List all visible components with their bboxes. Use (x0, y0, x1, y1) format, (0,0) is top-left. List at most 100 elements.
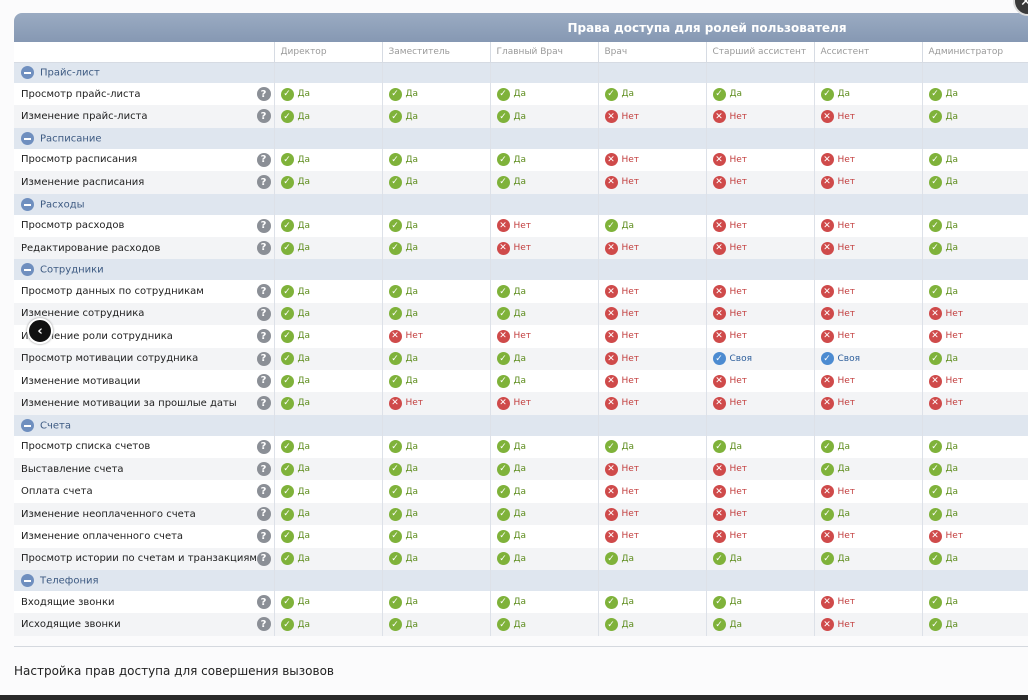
permission-value-cell[interactable]: ✓ Да (273, 435, 382, 459)
permission-toggle[interactable]: ✕ Нет (496, 396, 531, 410)
permission-value-cell[interactable]: ✓ Своя (705, 347, 814, 370)
permission-value-cell[interactable]: ✓ Да (273, 591, 382, 614)
permission-toggle[interactable]: ✕ Нет (820, 329, 855, 343)
question-icon[interactable]: ? (256, 396, 271, 411)
group-cell[interactable]: Расписание (14, 127, 274, 149)
permission-toggle[interactable]: ✓ Да (388, 507, 418, 521)
permission-value-cell[interactable]: ✕ Нет (705, 302, 814, 326)
permission-value-cell[interactable]: ✓ Да (489, 171, 598, 194)
group-cell[interactable]: Расходы (14, 193, 274, 215)
permission-toggle[interactable]: ✓ Да (388, 153, 418, 167)
permission-toggle[interactable]: ✓ Да (604, 440, 634, 454)
permission-value-cell[interactable]: ✓ Да (273, 83, 382, 106)
permission-toggle[interactable]: ✓ Да (604, 618, 634, 632)
permission-value-cell[interactable]: ✓ Да (921, 148, 1028, 172)
permission-value-cell[interactable]: ✓ Да (489, 480, 598, 503)
permission-toggle[interactable]: ✓ Да (388, 307, 418, 321)
permission-value-cell[interactable]: ✓ Да (813, 458, 922, 481)
chevron-left-icon[interactable]: ‹ (27, 318, 53, 344)
permission-value-cell[interactable]: ✓ Да (273, 547, 382, 571)
permission-toggle[interactable]: ✓ Да (496, 618, 526, 632)
permission-value-cell[interactable]: ✕ Нет (705, 480, 814, 503)
permission-toggle[interactable]: ✕ Нет (712, 110, 747, 124)
permission-toggle[interactable]: ✓ Да (280, 485, 310, 499)
permission-toggle[interactable]: ✓ Да (280, 440, 310, 454)
permission-value-cell[interactable]: ✕ Нет (705, 171, 814, 194)
permission-value-cell[interactable]: ✓ Да (381, 280, 490, 303)
permission-toggle[interactable]: ✕ Нет (928, 307, 963, 321)
permission-value-cell[interactable]: ✕ Нет (705, 392, 814, 415)
permission-value-cell[interactable]: ✓ Да (381, 480, 490, 503)
permission-value-cell[interactable]: ✕ Нет (597, 458, 706, 481)
permission-toggle[interactable]: ✕ Нет (604, 110, 639, 124)
permission-toggle[interactable]: ✕ Нет (928, 529, 963, 543)
permission-value-cell[interactable]: ✕ Нет (705, 325, 814, 348)
permission-toggle[interactable]: ✓ Да (388, 529, 418, 543)
permission-value-cell[interactable]: ✓ Да (921, 236, 1028, 260)
permission-toggle[interactable]: ✓ Да (280, 595, 310, 609)
permission-value-cell[interactable]: ✓ Да (921, 214, 1028, 237)
permission-toggle[interactable]: ✕ Нет (604, 529, 639, 543)
permission-value-cell[interactable]: ✕ Нет (813, 325, 922, 348)
question-icon[interactable]: ? (256, 506, 271, 521)
permission-value-cell[interactable]: ✓ Да (273, 302, 382, 326)
permission-value-cell[interactable]: ✓ Да (489, 369, 598, 393)
permission-value-cell[interactable]: ✓ Да (381, 214, 490, 237)
permission-toggle[interactable]: ✓ Да (820, 552, 850, 566)
permission-value-cell[interactable]: ✕ Нет (705, 105, 814, 128)
permission-toggle[interactable]: ✓ Да (712, 618, 742, 632)
permission-value-cell[interactable]: ✕ Нет (921, 525, 1028, 548)
permission-value-cell[interactable]: ✕ Нет (705, 280, 814, 303)
question-icon[interactable]: ? (256, 551, 271, 566)
permission-toggle[interactable]: ✓ Да (496, 595, 526, 609)
permission-value-cell[interactable]: ✕ Нет (597, 105, 706, 128)
permission-value-cell[interactable]: ✕ Нет (813, 214, 922, 237)
permission-toggle[interactable]: ✕ Нет (604, 396, 639, 410)
permission-toggle[interactable]: ✕ Нет (496, 219, 531, 233)
permission-toggle[interactable]: ✓ Да (280, 285, 310, 299)
question-icon[interactable]: ? (256, 329, 271, 344)
permission-value-cell[interactable]: ✓ Да (381, 613, 490, 636)
permission-value-cell[interactable]: ✓ Да (381, 236, 490, 260)
permission-toggle[interactable]: ✓ Да (496, 529, 526, 543)
permission-value-cell[interactable]: ✓ Да (381, 347, 490, 370)
permission-toggle[interactable]: ✓ Да (928, 219, 958, 233)
group-row[interactable]: Прайс-лист (14, 62, 1028, 83)
question-icon[interactable]: ? (256, 462, 271, 477)
permission-toggle[interactable]: ✕ Нет (496, 241, 531, 255)
permission-value-cell[interactable]: ✕ Нет (381, 325, 490, 348)
permission-value-cell[interactable]: ✓ Да (705, 435, 814, 459)
permission-toggle[interactable]: ✓ Да (712, 595, 742, 609)
permission-toggle[interactable]: ✓ Да (496, 507, 526, 521)
permission-value-cell[interactable]: ✕ Нет (597, 280, 706, 303)
permission-value-cell[interactable]: ✓ Да (597, 591, 706, 614)
permission-toggle[interactable]: ✓ Да (388, 87, 418, 101)
permission-value-cell[interactable]: ✕ Нет (597, 148, 706, 172)
permission-toggle[interactable]: ✕ Нет (712, 219, 747, 233)
permission-toggle[interactable]: ✓ Да (604, 595, 634, 609)
permission-toggle[interactable]: ✓ Да (280, 352, 310, 366)
permission-toggle[interactable]: ✓ Да (388, 462, 418, 476)
permission-toggle[interactable]: ✓ Да (496, 153, 526, 167)
permission-value-cell[interactable]: ✓ Да (381, 525, 490, 548)
group-row[interactable]: Расписание (14, 127, 1028, 149)
permission-toggle[interactable]: ✕ Нет (712, 307, 747, 321)
permission-value-cell[interactable]: ✓ Да (705, 613, 814, 636)
permission-value-cell[interactable]: ✓ Да (273, 280, 382, 303)
permission-value-cell[interactable]: ✕ Нет (813, 369, 922, 393)
permission-value-cell[interactable]: ✓ Да (489, 280, 598, 303)
permission-value-cell[interactable]: ✓ Да (489, 502, 598, 526)
permission-value-cell[interactable]: ✕ Нет (597, 236, 706, 260)
group-row[interactable]: Сотрудники (14, 259, 1028, 281)
permission-value-cell[interactable]: ✕ Нет (597, 347, 706, 370)
question-icon[interactable]: ? (256, 373, 271, 388)
permission-value-cell[interactable]: ✕ Нет (813, 148, 922, 172)
permission-toggle[interactable]: ✓ Да (712, 552, 742, 566)
question-icon[interactable]: ? (256, 152, 271, 167)
permission-value-cell[interactable]: ✓ Да (597, 547, 706, 571)
permission-toggle[interactable]: ✓ Да (928, 595, 958, 609)
permission-value-cell[interactable]: ✓ Да (381, 83, 490, 106)
question-icon[interactable]: ? (256, 529, 271, 544)
permission-toggle[interactable]: ✕ Нет (820, 241, 855, 255)
permission-toggle[interactable]: ✕ Нет (712, 329, 747, 343)
